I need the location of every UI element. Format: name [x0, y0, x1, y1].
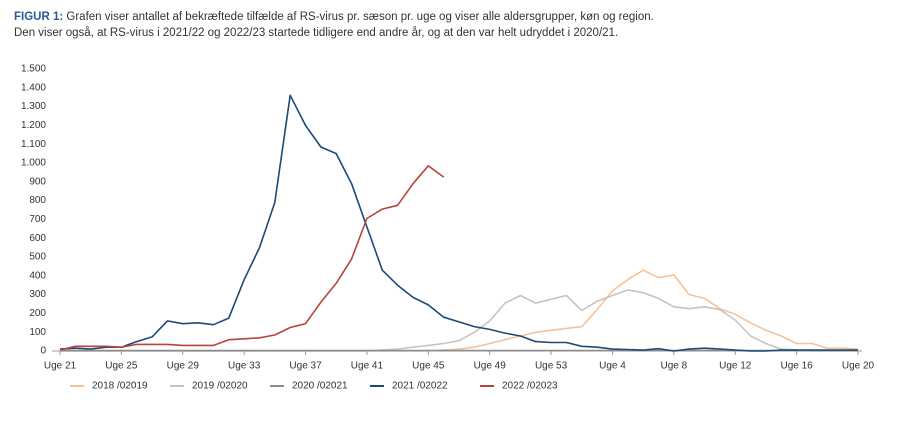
y-tick-label: 200 — [29, 308, 46, 319]
y-tick-label: 1.100 — [21, 139, 46, 150]
y-tick-label: 300 — [29, 289, 46, 300]
legend-label: 2021 /02022 — [392, 381, 448, 392]
chart-subtitle: Den viser også, at RS-virus i 2021/22 og… — [14, 27, 619, 39]
y-tick-label: 100 — [29, 327, 46, 338]
y-tick-label: 1.200 — [21, 120, 46, 131]
y-tick-label: 800 — [29, 195, 46, 206]
y-tick-label: 700 — [29, 214, 46, 225]
series-line — [59, 94, 858, 352]
series-line — [60, 269, 859, 352]
x-tick-label: Uge 12 — [719, 361, 752, 372]
x-tick-label: Uge 33 — [228, 361, 261, 372]
legend-label: 2019 /02020 — [192, 381, 248, 392]
y-tick-label: 400 — [29, 270, 46, 281]
legend-label: 2020 /02021 — [292, 381, 348, 392]
y-tick-label: 1.000 — [21, 158, 46, 169]
legend-label: 2022 /02023 — [502, 381, 558, 392]
chart-title: Grafen viser antallet af bekræftede tilf… — [66, 11, 654, 23]
series-line — [60, 289, 858, 352]
x-tick-label: Uge 4 — [599, 361, 626, 372]
caption-line: FIGUR 1: Grafen viser antallet af bekræf… — [14, 9, 654, 25]
y-tick-label: 1.400 — [21, 82, 46, 93]
y-tick-label: 0 — [40, 346, 46, 357]
y-tick-label: 500 — [29, 252, 46, 263]
y-tick-label: 1.500 — [21, 64, 46, 75]
x-tick-label: Uge 20 — [842, 361, 875, 372]
x-tick-label: Uge 29 — [167, 361, 200, 372]
x-tick-label: Uge 21 — [44, 361, 77, 372]
legend-label: 2018 /02019 — [92, 381, 148, 392]
x-tick-label: Uge 49 — [474, 361, 507, 372]
x-tick-label: Uge 8 — [661, 361, 688, 372]
x-tick-label: Uge 25 — [105, 361, 138, 372]
figure-label: FIGUR 1: — [14, 11, 64, 23]
y-tick-label: 900 — [29, 176, 46, 187]
x-tick-label: Uge 45 — [412, 361, 445, 372]
y-tick-label: 600 — [29, 233, 46, 244]
x-tick-label: Uge 53 — [535, 361, 568, 372]
y-tick-label: 1.300 — [21, 101, 46, 112]
x-tick-label: Uge 16 — [780, 361, 813, 372]
x-tick-label: Uge 37 — [289, 361, 322, 372]
x-tick-label: Uge 41 — [351, 361, 384, 372]
caption: FIGUR 1: Grafen viser antallet af bekræf… — [14, 9, 654, 41]
series-line — [59, 165, 445, 351]
